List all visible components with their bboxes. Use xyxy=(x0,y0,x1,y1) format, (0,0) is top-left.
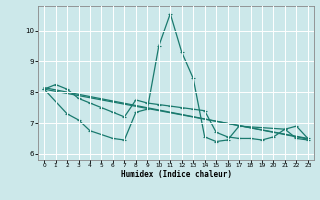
X-axis label: Humidex (Indice chaleur): Humidex (Indice chaleur) xyxy=(121,170,231,179)
